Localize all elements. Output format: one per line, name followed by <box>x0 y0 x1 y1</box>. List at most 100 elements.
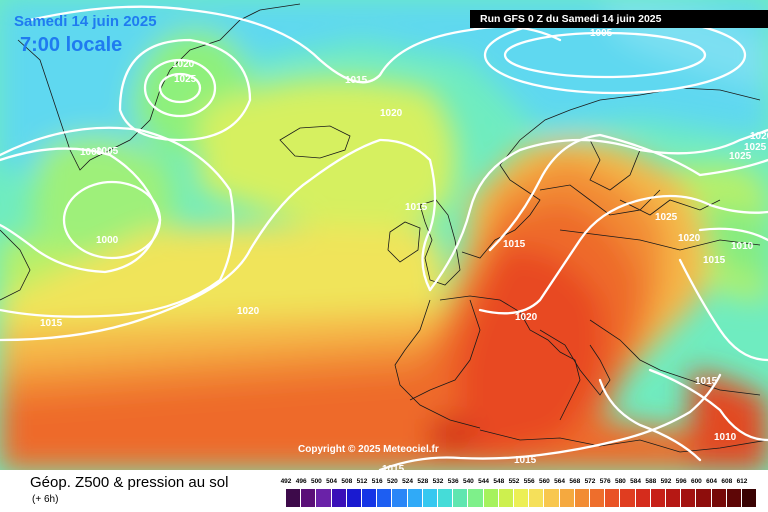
legend-swatch <box>407 489 422 507</box>
isobar-label: 1015 <box>503 239 526 250</box>
coastlines <box>0 3 768 453</box>
legend-value: 496 <box>295 478 307 485</box>
legend-value: 596 <box>675 478 687 485</box>
legend-swatch <box>529 489 544 507</box>
isobar-label: 1000 <box>80 147 103 158</box>
legend-swatch <box>331 489 346 507</box>
legend-swatch <box>726 489 741 507</box>
lead-time: (+ 6h) <box>32 494 59 505</box>
legend-value: 504 <box>326 478 338 485</box>
legend-value: 572 <box>584 478 596 485</box>
legend-swatch <box>453 489 468 507</box>
legend-value: 524 <box>402 478 414 485</box>
legend-swatch <box>620 489 635 507</box>
legend-swatch <box>742 489 757 507</box>
isobar-label: 1000 <box>96 235 119 246</box>
legend-value: 492 <box>280 478 292 485</box>
legend-value: 548 <box>493 478 505 485</box>
legend-value: 604 <box>706 478 718 485</box>
legend-swatch <box>650 489 665 507</box>
legend-value: 528 <box>417 478 429 485</box>
footer-bar: Géop. Z500 & pression au sol (+ 6h) 492 4… <box>0 470 768 512</box>
legend-value: 536 <box>447 478 459 485</box>
legend-value: 516 <box>371 478 383 485</box>
legend-swatch <box>316 489 331 507</box>
isobar-label: 1015 <box>695 376 718 387</box>
legend-swatch <box>362 489 377 507</box>
forecast-date: Samedi 14 juin 2025 <box>14 13 157 30</box>
legend-value: 508 <box>341 478 353 485</box>
isobar-label: 1005 <box>96 146 119 157</box>
isobar-label: 1015 <box>382 464 405 470</box>
legend-swatch <box>635 489 650 507</box>
isobar-label: 1015 <box>703 255 726 266</box>
legend-swatch <box>346 489 361 507</box>
isobar-label: 1010 <box>714 432 737 443</box>
legend-swatch <box>666 489 681 507</box>
isobar-label: 1025 <box>655 212 678 223</box>
legend-swatch <box>559 489 574 507</box>
isobar-label: 1020 <box>515 312 538 323</box>
legend-value: 568 <box>569 478 581 485</box>
legend-value: 500 <box>310 478 322 485</box>
legend-value: 592 <box>660 478 672 485</box>
legend-swatch <box>574 489 589 507</box>
isobar-label: 1025 <box>744 142 767 153</box>
isobar-label: 1015 <box>40 318 63 329</box>
legend-swatch <box>696 489 711 507</box>
legend-swatch <box>392 489 407 507</box>
legend-value: 612 <box>736 478 748 485</box>
isobar-label: 1020 <box>172 59 195 70</box>
legend-value: 608 <box>721 478 733 485</box>
legend-swatch <box>590 489 605 507</box>
legend-swatch <box>498 489 513 507</box>
isobar-label: 1020 <box>678 233 701 244</box>
legend-swatch <box>605 489 620 507</box>
isobar-label: 1020 <box>750 131 768 142</box>
forecast-time: 7:00 locale <box>20 34 123 56</box>
legend-swatch <box>301 489 316 507</box>
legend-swatch <box>468 489 483 507</box>
legend-value: 560 <box>538 478 550 485</box>
isobar-label: 1005 <box>590 28 613 39</box>
legend-value: 520 <box>386 478 398 485</box>
weather-map: 1005 1020 1025 1015 1020 1000 1000 1015 … <box>0 0 768 470</box>
legend-value: 576 <box>599 478 611 485</box>
legend-swatch <box>422 489 437 507</box>
legend-value: 544 <box>478 478 490 485</box>
geopotential-field <box>0 0 768 470</box>
isobar-label: 1020 <box>237 306 260 317</box>
legend-labels: 492 496 500 504 508 512 516 520 524 528 532 536 540 5… <box>281 478 754 488</box>
legend-value: 540 <box>462 478 474 485</box>
isobar-label: 1025 <box>174 74 197 85</box>
legend-value: 584 <box>630 478 642 485</box>
legend-value: 512 <box>356 478 368 485</box>
color-legend: 492 496 500 504 508 512 516 520 524 528 532 536 540 5… <box>281 478 757 507</box>
legend-swatch <box>681 489 696 507</box>
legend-swatch <box>711 489 726 507</box>
isobar-label: 1025 <box>729 151 752 162</box>
legend-swatch <box>514 489 529 507</box>
copyright: Copyright © 2025 Meteociel.fr <box>298 444 439 455</box>
legend-swatch <box>544 489 559 507</box>
legend-swatch <box>377 489 392 507</box>
legend-value: 552 <box>508 478 520 485</box>
legend-value: 580 <box>614 478 626 485</box>
product-title: Géop. Z500 & pression au sol <box>30 474 229 491</box>
legend-swatch <box>483 489 498 507</box>
isobar-label: 1010 <box>731 241 754 252</box>
isobar-label: 1020 <box>380 108 403 119</box>
legend-value: 556 <box>523 478 535 485</box>
legend-swatch <box>438 489 453 507</box>
legend-value: 564 <box>554 478 566 485</box>
isobar-label: 1015 <box>514 455 537 466</box>
legend-value: 532 <box>432 478 444 485</box>
legend-value: 600 <box>690 478 702 485</box>
legend-swatch <box>286 489 301 507</box>
legend-value: 588 <box>645 478 657 485</box>
isobars <box>0 5 768 470</box>
run-info: Run GFS 0 Z du Samedi 14 juin 2025 <box>470 10 768 28</box>
pressure-labels: 1005 1020 1025 1015 1020 1000 1000 1015 … <box>40 28 768 470</box>
isobar-label: 1015 <box>405 202 428 213</box>
legend-swatches <box>282 489 757 507</box>
